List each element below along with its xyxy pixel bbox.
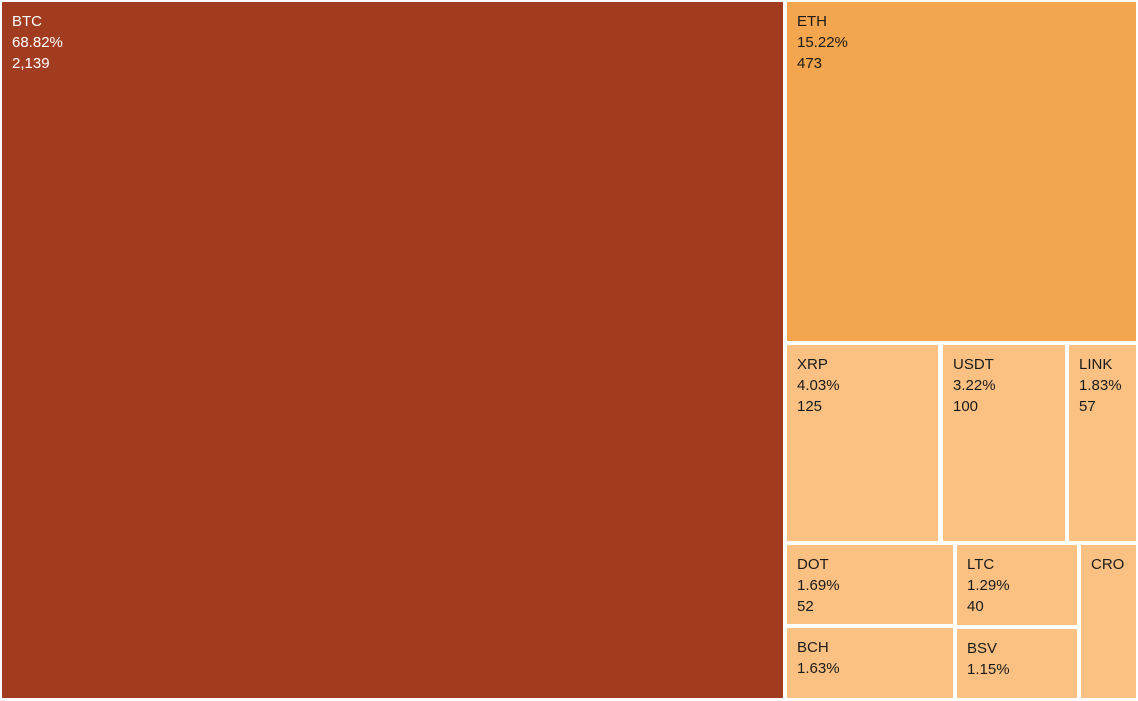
treemap-cell-xrp[interactable]: XRP 4.03% 125	[787, 345, 938, 541]
cell-value: 40	[967, 598, 984, 615]
cell-percent: 1.63%	[797, 660, 840, 677]
treemap-cell-btc[interactable]: BTC 68.82% 2,139	[2, 2, 783, 698]
cell-value: 100	[953, 398, 979, 415]
cell-percent: 68.82%	[12, 34, 63, 51]
cell-value: 125	[797, 398, 823, 415]
treemap-cell-usdt[interactable]: USDT 3.22% 100	[943, 345, 1065, 541]
cell-symbol: CRO	[1091, 556, 1125, 573]
cell-value: 2,139	[12, 55, 50, 72]
cell-percent: 15.22%	[797, 34, 848, 51]
treemap-cell-link[interactable]: LINK 1.83% 57	[1069, 345, 1136, 541]
cell-percent: 1.69%	[797, 577, 840, 594]
cell-value: 52	[797, 598, 814, 615]
cell-symbol: DOT	[797, 556, 829, 573]
cell-symbol: XRP	[797, 356, 828, 373]
cell-percent: 1.29%	[967, 577, 1010, 594]
treemap-cell-ltc[interactable]: LTC 1.29% 40	[957, 545, 1077, 625]
treemap-cell-dot[interactable]: DOT 1.69% 52	[787, 545, 953, 624]
cell-symbol: BCH	[797, 639, 829, 656]
treemap-cell-cro[interactable]: CRO	[1081, 545, 1136, 698]
cell-symbol: LTC	[967, 556, 995, 573]
cell-percent: 1.15%	[967, 661, 1010, 678]
cell-value: 57	[1079, 398, 1096, 415]
cell-percent: 3.22%	[953, 377, 996, 394]
cell-percent: 4.03%	[797, 377, 840, 394]
cell-symbol: ETH	[797, 13, 827, 30]
cell-symbol: BSV	[967, 640, 998, 657]
cell-symbol: LINK	[1079, 356, 1113, 373]
cell-percent: 1.83%	[1079, 377, 1122, 394]
cell-symbol: BTC	[12, 13, 42, 30]
treemap-cell-bsv[interactable]: BSV 1.15%	[957, 629, 1077, 698]
cell-value: 473	[797, 55, 823, 72]
cell-symbol: USDT	[953, 356, 994, 373]
treemap-cell-eth[interactable]: ETH 15.22% 473	[787, 2, 1136, 341]
treemap-cell-bch[interactable]: BCH 1.63%	[787, 628, 953, 698]
